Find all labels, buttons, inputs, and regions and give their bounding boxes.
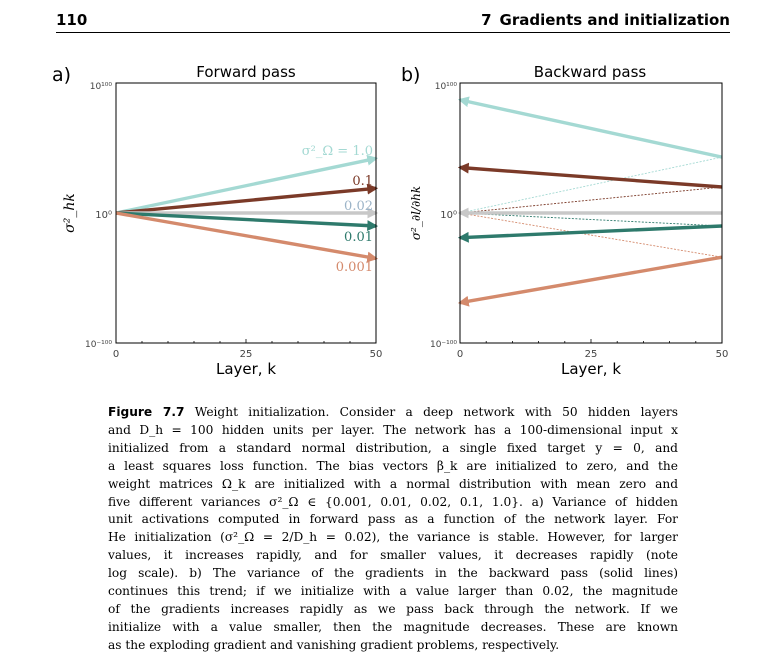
caption-line: He initialization (σ²_Ω = 2/D_h = 0.02),…	[108, 530, 678, 545]
panel-backward: b) Backward pass 10¹⁰⁰ 10⁰ 10⁻¹⁰⁰ σ²_∂l/…	[401, 63, 728, 378]
caption-line: as the exploding gradient and vanishing …	[108, 637, 560, 652]
backward-series-line	[457, 255, 723, 307]
x-tick-label: 50	[370, 349, 383, 360]
y-tick-label: 10¹⁰⁰	[435, 82, 458, 92]
x-tick-label: 0	[113, 349, 119, 360]
forward-reference-dashed-line	[459, 212, 723, 258]
caption-line: a least squares loss function. The bias …	[108, 458, 678, 473]
annotation-sigma-1-0: σ²_Ω = 1.0	[302, 144, 373, 159]
caption-line: initialize with a value smaller, then th…	[108, 619, 678, 634]
panel-label-b: b)	[401, 64, 420, 86]
forward-series-line	[115, 211, 379, 231]
caption-line: five different variances σ²_Ω ∈ {0.001, …	[108, 494, 678, 509]
y-tick-label: 10⁰	[440, 210, 457, 221]
x-tick-label: 25	[585, 349, 598, 360]
forward-series-line	[115, 154, 379, 215]
annotation-0-02: 0.02	[344, 199, 373, 214]
backward-y-ticks: 10¹⁰⁰ 10⁰ 10⁻¹⁰⁰	[430, 82, 457, 350]
forward-reference-dashed-line	[459, 156, 723, 214]
caption-line: values, it increases rapidly, and for sm…	[108, 548, 678, 563]
x-tick-label: 25	[240, 349, 253, 360]
backward-x-ticks: 0 25 50	[457, 349, 729, 360]
forward-series-line	[115, 211, 379, 263]
y-tick-label: 10⁻¹⁰⁰	[430, 340, 457, 350]
annotation-0-001: 0.001	[336, 260, 373, 275]
forward-series-line	[115, 183, 379, 215]
panel-forward: a) Forward pass 10¹⁰⁰ 10⁰ 10⁻¹⁰⁰ σ²_hk 0…	[52, 63, 382, 378]
forward-reference-dashed-line	[459, 212, 723, 227]
caption-line: initialized from a standard normal distr…	[108, 440, 678, 455]
caption-line: Figure 7.7 Weight initialization. Consid…	[108, 405, 678, 419]
x-axis-label-backward: Layer, k	[561, 360, 621, 378]
forward-reference-dashed-line	[459, 186, 723, 214]
x-axis-label-forward: Layer, k	[216, 360, 276, 378]
chapter-title: Gradients and initialization	[499, 11, 730, 29]
forward-annotations: σ²_Ω = 1.0 0.1 0.02 0.01 0.001	[302, 144, 373, 275]
backward-series-line	[457, 162, 723, 189]
annotation-0-01: 0.01	[344, 230, 373, 245]
page-number: 110	[56, 11, 88, 29]
caption-line: unit activations computed in forward pas…	[108, 512, 678, 527]
chapter-heading: 7 Gradients and initialization	[481, 11, 730, 29]
caption-line: log scale). b) The variance of the gradi…	[108, 566, 678, 581]
forward-plot-frame	[115, 82, 377, 344]
chapter-number: 7	[481, 11, 492, 29]
forward-y-ticks: 10¹⁰⁰ 10⁰ 10⁻¹⁰⁰	[85, 82, 112, 350]
y-tick-label: 10¹⁰⁰	[90, 82, 113, 92]
backward-series-line	[457, 96, 723, 159]
x-tick-label: 50	[716, 349, 729, 360]
caption-line: and D_h = 100 hidden units per layer. Th…	[108, 422, 678, 437]
y-tick-label: 10⁰	[95, 210, 112, 221]
backward-y-axis-label: σ²_∂l/∂hk	[409, 186, 423, 240]
caption-line: continues this trend; if we initialize w…	[108, 584, 678, 599]
panel-title-backward: Backward pass	[534, 63, 647, 81]
x-tick-label: 0	[457, 349, 463, 360]
panel-title-forward: Forward pass	[196, 63, 296, 81]
backward-series-line	[457, 224, 723, 243]
backward-plot-frame	[459, 82, 723, 344]
running-head: 110 7 Gradients and initialization	[56, 8, 730, 33]
y-axis-label-forward: σ²_hk	[62, 193, 78, 233]
forward-x-ticks: 0 25 50	[113, 349, 383, 360]
figure-7-7: a) Forward pass 10¹⁰⁰ 10⁰ 10⁻¹⁰⁰ σ²_hk 0…	[52, 63, 728, 378]
panel-label-a: a)	[52, 64, 71, 86]
figure-label: Figure 7.7	[108, 405, 185, 419]
forward-y-axis-label: σ²_hk	[62, 193, 78, 233]
annotation-0-1: 0.1	[352, 174, 373, 189]
caption-line: weight matrices Ω_k are initialized with…	[108, 476, 678, 491]
forward-plot-area	[115, 82, 379, 344]
y-axis-label-backward: σ²_∂l/∂hk	[409, 186, 423, 240]
figure-caption: Figure 7.7 Weight initialization. Consid…	[108, 404, 678, 655]
backward-plot-area	[457, 82, 723, 344]
y-tick-label: 10⁻¹⁰⁰	[85, 340, 112, 350]
caption-line: of the gradients increases rapidly as we…	[108, 601, 678, 616]
